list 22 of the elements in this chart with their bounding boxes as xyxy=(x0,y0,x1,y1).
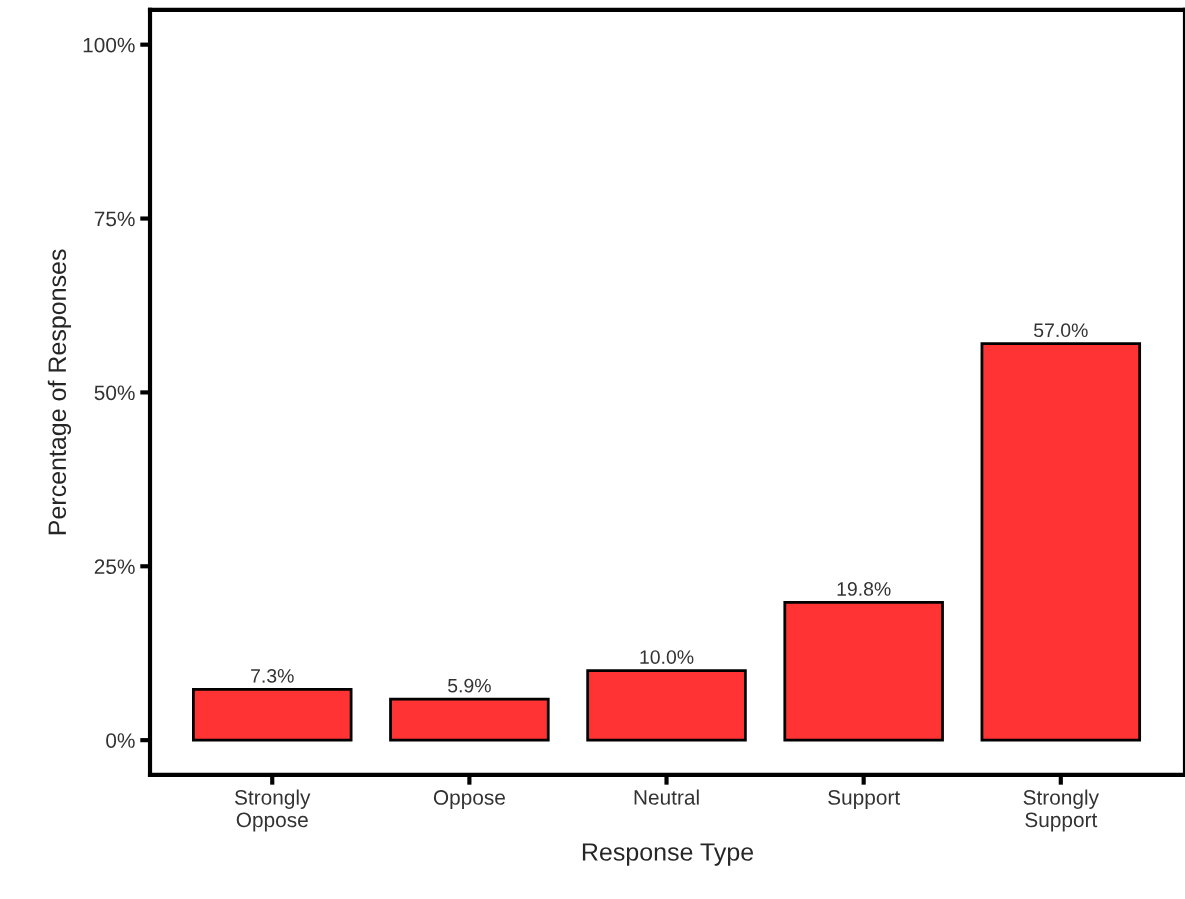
bar xyxy=(192,688,353,742)
data-label: 7.3% xyxy=(251,669,294,683)
y-tick-label: 100% xyxy=(83,37,135,53)
y-tick-label: 25% xyxy=(94,559,135,575)
x-tick-label: Support xyxy=(828,790,900,809)
x-tick-label: Strongly Oppose xyxy=(234,789,311,832)
bar xyxy=(389,697,550,742)
bar xyxy=(980,342,1142,742)
x-tick-label: Oppose xyxy=(433,790,505,809)
y-tick-label: 0% xyxy=(106,733,135,748)
bar xyxy=(783,601,944,742)
x-axis-title: Response Type xyxy=(582,843,754,866)
x-tick-label: Strongly Support xyxy=(1023,789,1099,832)
data-label: 57.0% xyxy=(1034,323,1088,338)
data-label: 5.9% xyxy=(448,678,491,693)
y-tick-label: 50% xyxy=(94,385,135,401)
y-tick-label: 75% xyxy=(94,211,135,227)
data-label: 19.8% xyxy=(837,582,891,596)
x-tick-label: Neutral xyxy=(634,789,699,805)
data-label: 10.0% xyxy=(640,650,694,664)
bar xyxy=(586,669,747,742)
y-axis-title: Percentage of Responses xyxy=(47,249,72,535)
